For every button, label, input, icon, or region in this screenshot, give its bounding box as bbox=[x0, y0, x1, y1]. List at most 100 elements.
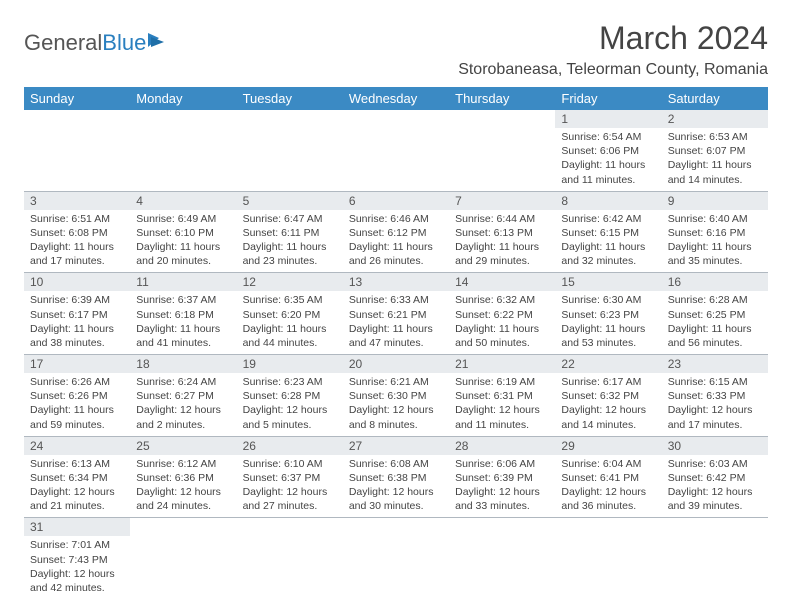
title-block: March 2024 Storobaneasa, Teleorman Count… bbox=[458, 20, 768, 79]
sunrise-text: Sunrise: 6:35 AM bbox=[243, 293, 337, 307]
daylight-text: Daylight: 11 hours and 26 minutes. bbox=[349, 240, 443, 268]
calendar-row: 10Sunrise: 6:39 AMSunset: 6:17 PMDayligh… bbox=[24, 273, 768, 355]
calendar-cell bbox=[130, 518, 236, 599]
day-number: 15 bbox=[555, 273, 661, 291]
sunrise-text: Sunrise: 6:39 AM bbox=[30, 293, 124, 307]
sunrise-text: Sunrise: 6:19 AM bbox=[455, 375, 549, 389]
calendar-cell bbox=[237, 110, 343, 191]
calendar-cell: 24Sunrise: 6:13 AMSunset: 6:34 PMDayligh… bbox=[24, 436, 130, 518]
sunset-text: Sunset: 6:36 PM bbox=[136, 471, 230, 485]
day-details: Sunrise: 6:54 AMSunset: 6:06 PMDaylight:… bbox=[555, 128, 661, 191]
day-number: 18 bbox=[130, 355, 236, 373]
day-details: Sunrise: 6:15 AMSunset: 6:33 PMDaylight:… bbox=[662, 373, 768, 436]
day-details: Sunrise: 6:28 AMSunset: 6:25 PMDaylight:… bbox=[662, 291, 768, 354]
day-number: 28 bbox=[449, 437, 555, 455]
day-details: Sunrise: 6:23 AMSunset: 6:28 PMDaylight:… bbox=[237, 373, 343, 436]
sunset-text: Sunset: 6:37 PM bbox=[243, 471, 337, 485]
sunrise-text: Sunrise: 6:08 AM bbox=[349, 457, 443, 471]
calendar-cell bbox=[662, 518, 768, 599]
sunset-text: Sunset: 6:16 PM bbox=[668, 226, 762, 240]
sunrise-text: Sunrise: 6:21 AM bbox=[349, 375, 443, 389]
sunrise-text: Sunrise: 6:24 AM bbox=[136, 375, 230, 389]
calendar-cell: 29Sunrise: 6:04 AMSunset: 6:41 PMDayligh… bbox=[555, 436, 661, 518]
day-number: 30 bbox=[662, 437, 768, 455]
calendar-cell: 2Sunrise: 6:53 AMSunset: 6:07 PMDaylight… bbox=[662, 110, 768, 191]
calendar-cell: 17Sunrise: 6:26 AMSunset: 6:26 PMDayligh… bbox=[24, 355, 130, 437]
daylight-text: Daylight: 11 hours and 20 minutes. bbox=[136, 240, 230, 268]
sunset-text: Sunset: 6:18 PM bbox=[136, 308, 230, 322]
sunset-text: Sunset: 6:23 PM bbox=[561, 308, 655, 322]
sunrise-text: Sunrise: 6:10 AM bbox=[243, 457, 337, 471]
calendar-cell: 23Sunrise: 6:15 AMSunset: 6:33 PMDayligh… bbox=[662, 355, 768, 437]
calendar-row: 31Sunrise: 7:01 AMSunset: 7:43 PMDayligh… bbox=[24, 518, 768, 599]
day-number: 14 bbox=[449, 273, 555, 291]
day-details: Sunrise: 6:24 AMSunset: 6:27 PMDaylight:… bbox=[130, 373, 236, 436]
day-number: 27 bbox=[343, 437, 449, 455]
sunset-text: Sunset: 6:30 PM bbox=[349, 389, 443, 403]
location-label: Storobaneasa, Teleorman County, Romania bbox=[458, 61, 768, 79]
calendar-row: 3Sunrise: 6:51 AMSunset: 6:08 PMDaylight… bbox=[24, 191, 768, 273]
sunset-text: Sunset: 6:32 PM bbox=[561, 389, 655, 403]
sunrise-text: Sunrise: 6:03 AM bbox=[668, 457, 762, 471]
calendar-cell bbox=[449, 518, 555, 599]
sunset-text: Sunset: 6:25 PM bbox=[668, 308, 762, 322]
sunrise-text: Sunrise: 6:40 AM bbox=[668, 212, 762, 226]
sunset-text: Sunset: 6:11 PM bbox=[243, 226, 337, 240]
calendar-row: 1Sunrise: 6:54 AMSunset: 6:06 PMDaylight… bbox=[24, 110, 768, 191]
day-details: Sunrise: 6:51 AMSunset: 6:08 PMDaylight:… bbox=[24, 210, 130, 273]
day-details: Sunrise: 6:21 AMSunset: 6:30 PMDaylight:… bbox=[343, 373, 449, 436]
day-number: 19 bbox=[237, 355, 343, 373]
daylight-text: Daylight: 12 hours and 39 minutes. bbox=[668, 485, 762, 513]
daylight-text: Daylight: 12 hours and 27 minutes. bbox=[243, 485, 337, 513]
calendar-cell bbox=[555, 518, 661, 599]
day-details: Sunrise: 7:01 AMSunset: 7:43 PMDaylight:… bbox=[24, 536, 130, 599]
day-details: Sunrise: 6:42 AMSunset: 6:15 PMDaylight:… bbox=[555, 210, 661, 273]
daylight-text: Daylight: 11 hours and 53 minutes. bbox=[561, 322, 655, 350]
day-number: 23 bbox=[662, 355, 768, 373]
sunrise-text: Sunrise: 6:26 AM bbox=[30, 375, 124, 389]
day-number: 17 bbox=[24, 355, 130, 373]
weekday-header: Sunday bbox=[24, 87, 130, 110]
sunset-text: Sunset: 6:21 PM bbox=[349, 308, 443, 322]
sunrise-text: Sunrise: 6:12 AM bbox=[136, 457, 230, 471]
sunset-text: Sunset: 6:13 PM bbox=[455, 226, 549, 240]
weekday-header: Thursday bbox=[449, 87, 555, 110]
sunset-text: Sunset: 6:06 PM bbox=[561, 144, 655, 158]
calendar-row: 17Sunrise: 6:26 AMSunset: 6:26 PMDayligh… bbox=[24, 355, 768, 437]
brand-name-1: General bbox=[24, 30, 102, 56]
day-details: Sunrise: 6:46 AMSunset: 6:12 PMDaylight:… bbox=[343, 210, 449, 273]
daylight-text: Daylight: 11 hours and 29 minutes. bbox=[455, 240, 549, 268]
sunset-text: Sunset: 6:42 PM bbox=[668, 471, 762, 485]
calendar-cell bbox=[24, 110, 130, 191]
sunrise-text: Sunrise: 6:42 AM bbox=[561, 212, 655, 226]
calendar-cell bbox=[343, 518, 449, 599]
daylight-text: Daylight: 11 hours and 11 minutes. bbox=[561, 158, 655, 186]
sunrise-text: Sunrise: 6:23 AM bbox=[243, 375, 337, 389]
day-details: Sunrise: 6:19 AMSunset: 6:31 PMDaylight:… bbox=[449, 373, 555, 436]
sunset-text: Sunset: 6:15 PM bbox=[561, 226, 655, 240]
calendar-cell: 31Sunrise: 7:01 AMSunset: 7:43 PMDayligh… bbox=[24, 518, 130, 599]
calendar-cell: 12Sunrise: 6:35 AMSunset: 6:20 PMDayligh… bbox=[237, 273, 343, 355]
sunrise-text: Sunrise: 6:32 AM bbox=[455, 293, 549, 307]
sunset-text: Sunset: 6:08 PM bbox=[30, 226, 124, 240]
calendar-cell bbox=[130, 110, 236, 191]
calendar-cell: 4Sunrise: 6:49 AMSunset: 6:10 PMDaylight… bbox=[130, 191, 236, 273]
sunset-text: Sunset: 6:12 PM bbox=[349, 226, 443, 240]
calendar-cell: 21Sunrise: 6:19 AMSunset: 6:31 PMDayligh… bbox=[449, 355, 555, 437]
day-details: Sunrise: 6:13 AMSunset: 6:34 PMDaylight:… bbox=[24, 455, 130, 518]
calendar-cell: 28Sunrise: 6:06 AMSunset: 6:39 PMDayligh… bbox=[449, 436, 555, 518]
day-number: 6 bbox=[343, 192, 449, 210]
day-number: 25 bbox=[130, 437, 236, 455]
sunset-text: Sunset: 6:34 PM bbox=[30, 471, 124, 485]
calendar-cell: 27Sunrise: 6:08 AMSunset: 6:38 PMDayligh… bbox=[343, 436, 449, 518]
brand-logo: GeneralBlue bbox=[24, 30, 170, 56]
day-details: Sunrise: 6:53 AMSunset: 6:07 PMDaylight:… bbox=[662, 128, 768, 191]
sunset-text: Sunset: 6:41 PM bbox=[561, 471, 655, 485]
daylight-text: Daylight: 11 hours and 50 minutes. bbox=[455, 322, 549, 350]
month-title: March 2024 bbox=[458, 20, 768, 57]
sunset-text: Sunset: 6:26 PM bbox=[30, 389, 124, 403]
sunrise-text: Sunrise: 6:37 AM bbox=[136, 293, 230, 307]
sunset-text: Sunset: 6:31 PM bbox=[455, 389, 549, 403]
daylight-text: Daylight: 12 hours and 30 minutes. bbox=[349, 485, 443, 513]
day-number: 4 bbox=[130, 192, 236, 210]
